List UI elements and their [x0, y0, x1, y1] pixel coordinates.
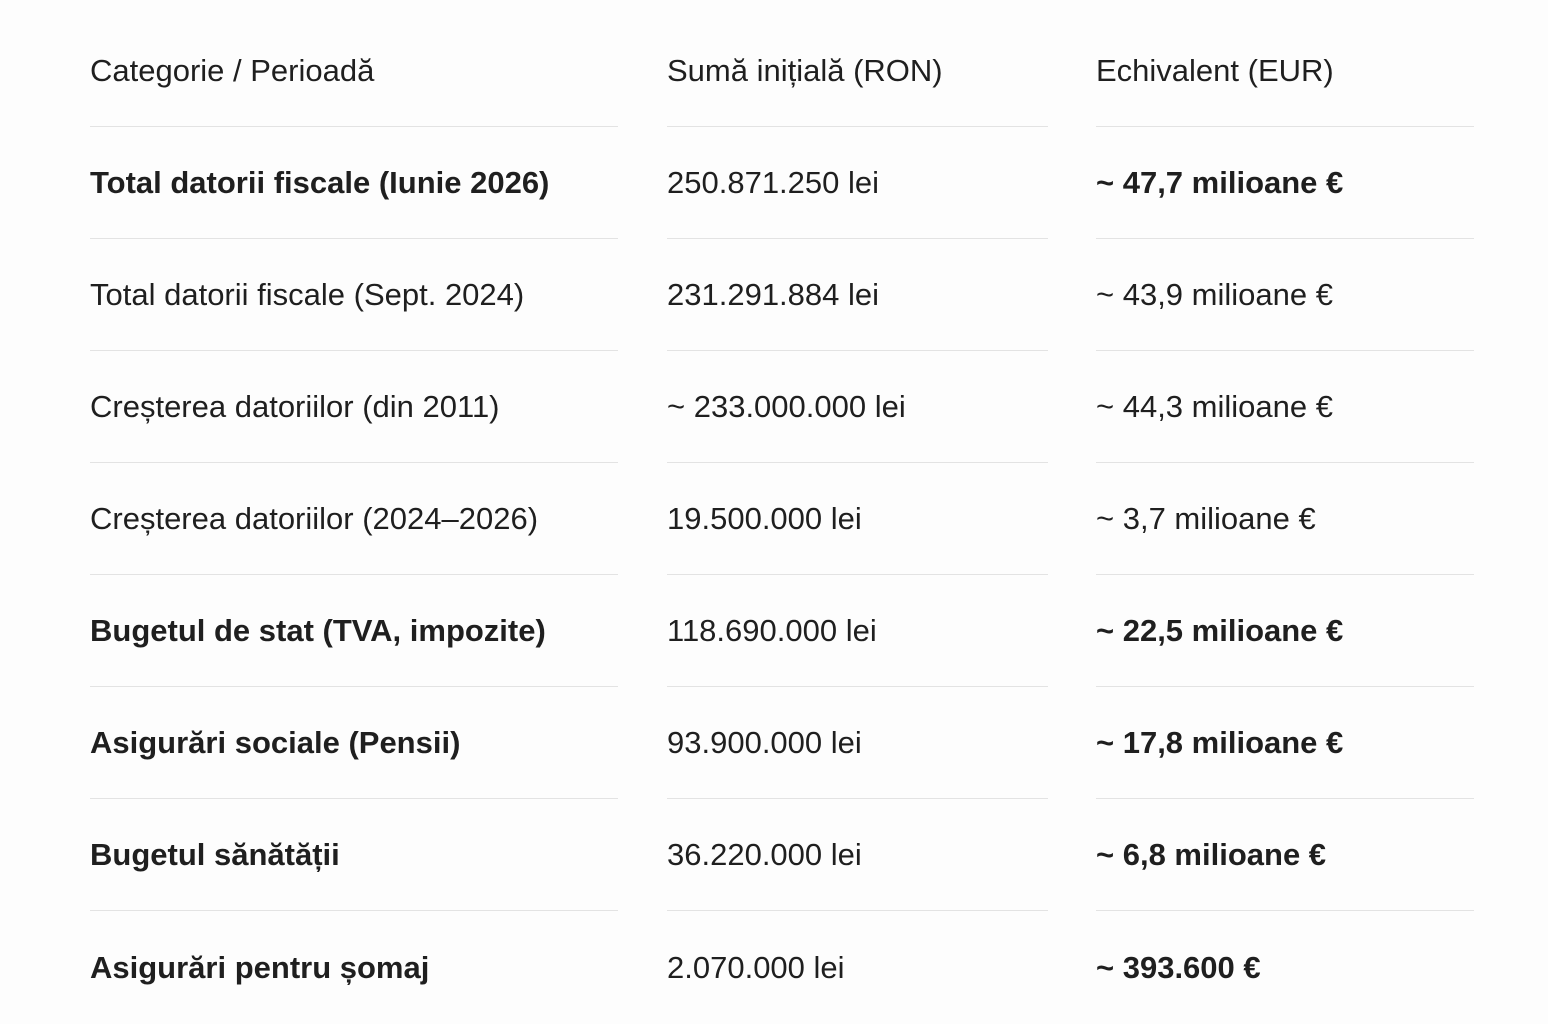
cell-eur: ~ 44,3 milioane € — [1096, 352, 1474, 463]
table-row: Total datorii fiscale (Sept. 2024) 231.2… — [90, 240, 1474, 352]
table-row: Bugetul sănătății 36.220.000 lei ~ 6,8 m… — [90, 800, 1474, 912]
cell-eur: ~ 3,7 milioane € — [1096, 464, 1474, 575]
cell-eur: ~ 43,9 milioane € — [1096, 240, 1474, 351]
table-row: Asigurări pentru șomaj 2.070.000 lei ~ 3… — [90, 912, 1474, 1024]
table-row: Bugetul de stat (TVA, impozite) 118.690.… — [90, 576, 1474, 688]
cell-ron: 118.690.000 lei — [667, 576, 1048, 687]
cell-eur: ~ 6,8 milioane € — [1096, 800, 1474, 911]
header-category: Categorie / Perioadă — [90, 16, 618, 127]
cell-category: Creșterea datoriilor (din 2011) — [90, 352, 618, 463]
header-eur: Echivalent (EUR) — [1096, 16, 1474, 127]
cell-eur: ~ 393.600 € — [1096, 949, 1261, 985]
cell-category: Bugetul de stat (TVA, impozite) — [90, 576, 618, 687]
table-row: Creșterea datoriilor (din 2011) ~ 233.00… — [90, 352, 1474, 464]
table-header-row: Categorie / Perioadă Sumă inițială (RON)… — [90, 16, 1474, 128]
table-row: Asigurări sociale (Pensii) 93.900.000 le… — [90, 688, 1474, 800]
header-ron: Sumă inițială (RON) — [667, 16, 1048, 127]
cell-ron: 2.070.000 lei — [667, 949, 845, 985]
table-row: Total datorii fiscale (Iunie 2026) 250.8… — [90, 128, 1474, 240]
cell-category: Total datorii fiscale (Iunie 2026) — [90, 128, 618, 239]
cell-category: Bugetul sănătății — [90, 800, 618, 911]
cell-ron: 93.900.000 lei — [667, 688, 1048, 799]
cell-ron: 19.500.000 lei — [667, 464, 1048, 575]
cell-category: Asigurări sociale (Pensii) — [90, 688, 618, 799]
cell-eur: ~ 22,5 milioane € — [1096, 576, 1474, 687]
cell-ron: 250.871.250 lei — [667, 128, 1048, 239]
cell-ron: ~ 233.000.000 lei — [667, 352, 1048, 463]
cell-ron: 36.220.000 lei — [667, 800, 1048, 911]
cell-eur: ~ 17,8 milioane € — [1096, 688, 1474, 799]
cell-category: Creșterea datoriilor (2024–2026) — [90, 464, 618, 575]
cell-ron: 231.291.884 lei — [667, 240, 1048, 351]
cell-eur: ~ 47,7 milioane € — [1096, 128, 1474, 239]
data-table: Categorie / Perioadă Sumă inițială (RON)… — [90, 16, 1474, 1024]
cell-category: Total datorii fiscale (Sept. 2024) — [90, 240, 618, 351]
cell-category: Asigurări pentru șomaj — [90, 949, 430, 985]
table-row: Creșterea datoriilor (2024–2026) 19.500.… — [90, 464, 1474, 576]
